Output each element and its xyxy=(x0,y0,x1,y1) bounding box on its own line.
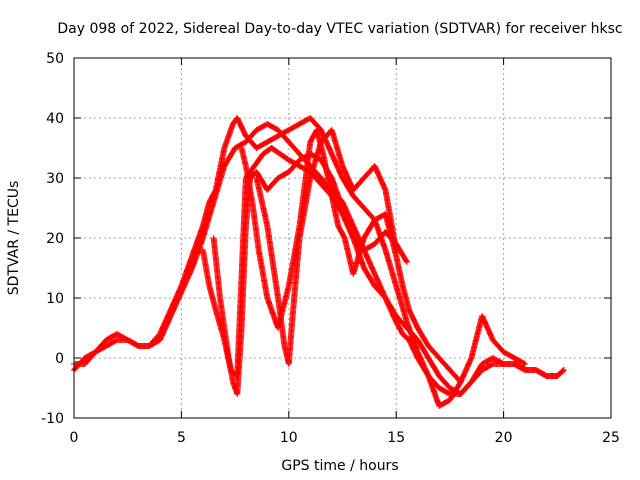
y-tick-label: 0 xyxy=(55,351,64,367)
x-tick-label: 10 xyxy=(280,430,298,446)
y-tick-label: -10 xyxy=(41,411,64,427)
data-point xyxy=(522,361,529,367)
data-point xyxy=(457,379,464,385)
y-tick-label: 30 xyxy=(46,171,64,187)
x-tick-label: 25 xyxy=(602,430,620,446)
y-tick-label: 20 xyxy=(46,231,64,247)
x-tick-label: 5 xyxy=(177,430,186,446)
y-tick-label: 10 xyxy=(46,291,64,307)
x-tick-label: 0 xyxy=(70,430,79,446)
data-point xyxy=(521,360,528,367)
data-point xyxy=(560,367,567,373)
x-tick-label: 15 xyxy=(387,430,405,446)
data-point xyxy=(559,367,566,374)
y-tick-label: 50 xyxy=(46,51,64,67)
chart-title: Day 098 of 2022, Sidereal Day-to-day VTE… xyxy=(57,21,622,37)
data-point xyxy=(456,378,463,385)
axis-ticks: 0 5 10 15 20 25 -10 0 10 20 30 40 50 xyxy=(41,51,620,446)
y-tick-label: 40 xyxy=(46,111,64,127)
data-points xyxy=(71,115,567,409)
data-point xyxy=(403,259,410,265)
y-axis-label: SDTVAR / TECUs xyxy=(6,181,22,296)
data-point xyxy=(403,257,410,264)
x-tick-label: 20 xyxy=(495,430,513,446)
series-track-f xyxy=(238,127,464,385)
x-axis-label: GPS time / hours xyxy=(281,458,398,474)
series-track-d xyxy=(199,145,410,379)
